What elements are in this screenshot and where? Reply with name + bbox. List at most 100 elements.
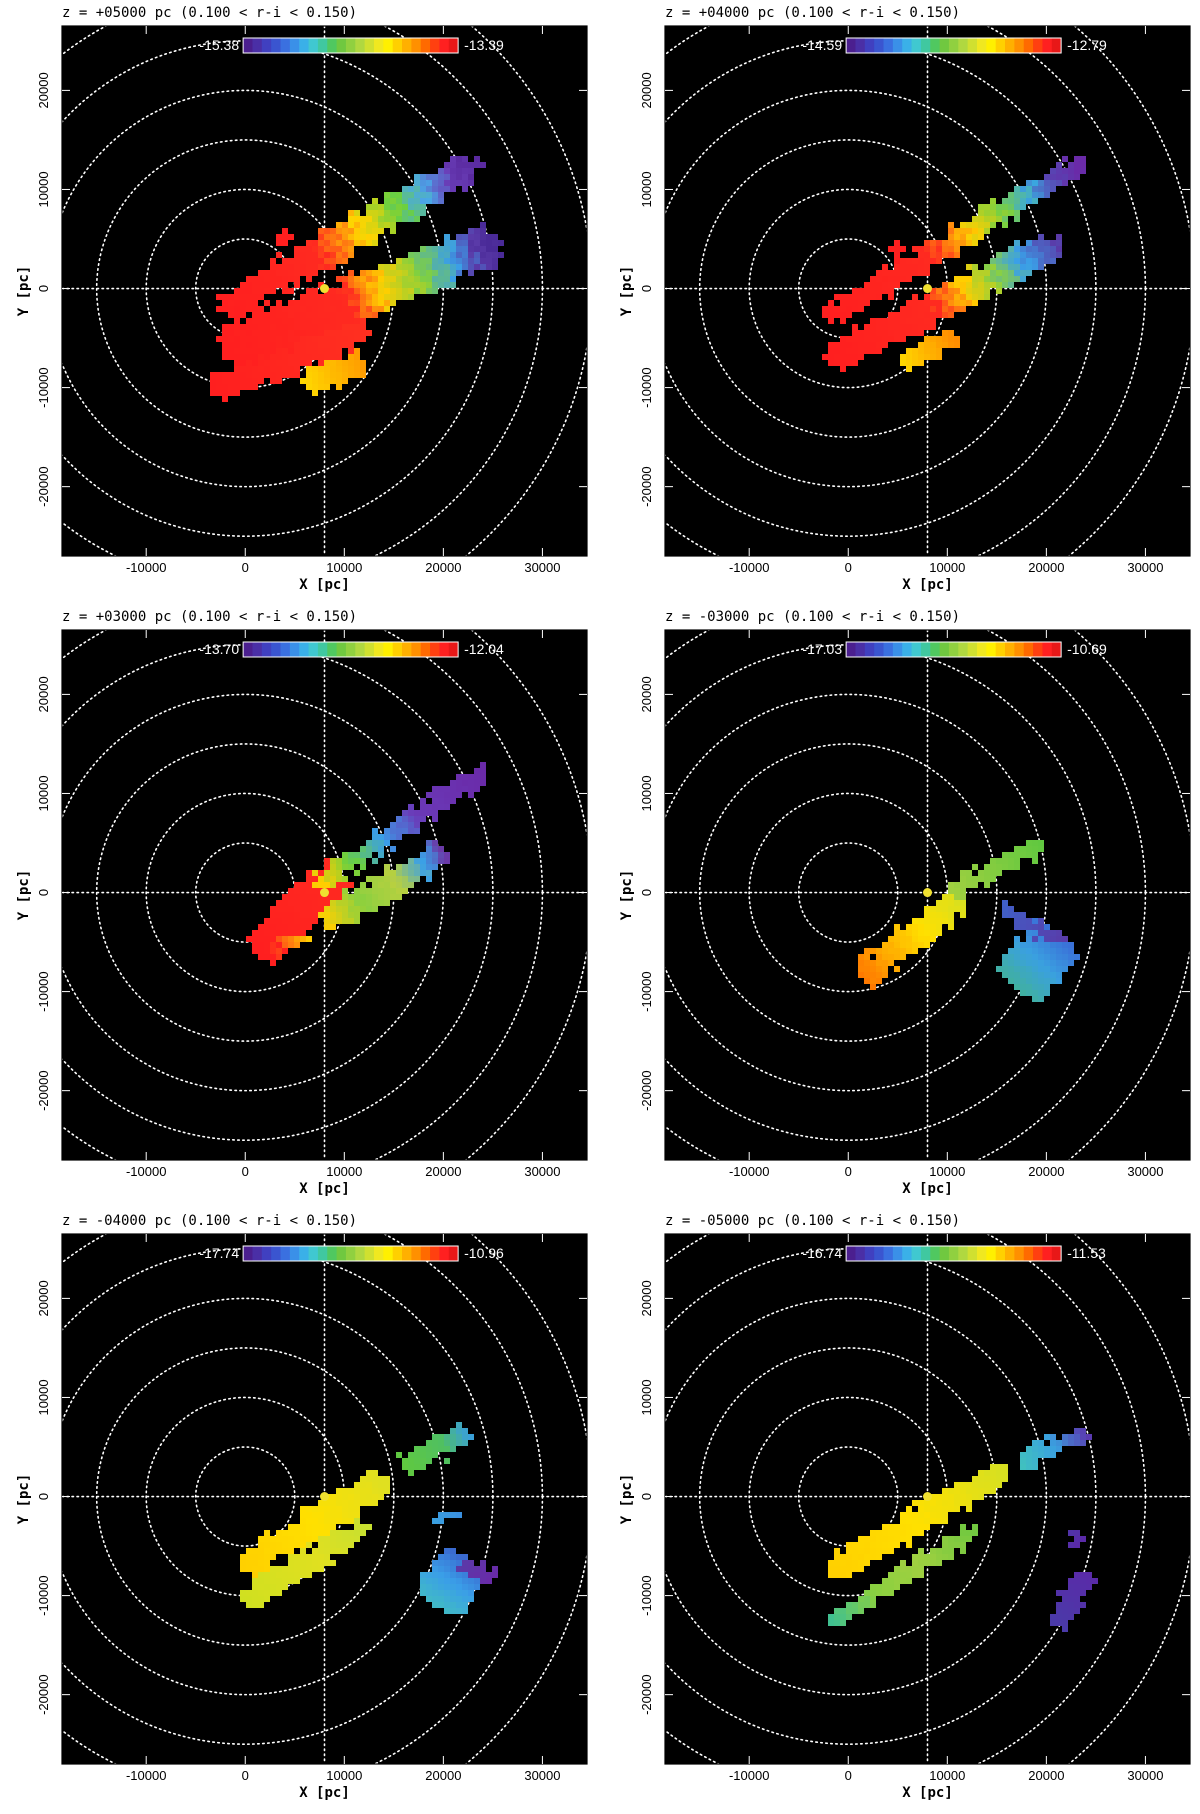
panel-6: -16.74 -11.53 -10000 0 10000 20000 30000 -20000… [619, 1213, 1191, 1801]
colorbar-swatch [336, 642, 347, 657]
colorbar-swatch [930, 1246, 941, 1261]
colorbar-swatch [383, 1246, 394, 1261]
colorbar-swatch [439, 38, 450, 53]
colorbar-swatch [855, 1246, 866, 1261]
density-region [1020, 1428, 1092, 1470]
x-tick-label: 10000 [326, 1164, 362, 1179]
colorbar-swatch [958, 38, 969, 53]
colorbar-swatch [327, 38, 338, 53]
colorbar-swatch [420, 38, 431, 53]
colorbar-swatch [874, 1246, 884, 1261]
colorbar-swatch [308, 642, 319, 657]
sun-marker [320, 888, 329, 898]
y-tick-label: -10000 [36, 1575, 51, 1615]
colorbar-swatch [883, 1246, 894, 1261]
plot-frame [664, 25, 1191, 557]
panel-1: -15.38 -13.39 -10000 0 10000 20000 30000 -20000… [16, 5, 588, 593]
colorbar-swatch [976, 1246, 987, 1261]
x-tick-label: 0 [845, 560, 852, 575]
colorbar-swatch [939, 642, 950, 657]
colorbar-swatch [364, 642, 375, 657]
x-tick-label: 0 [242, 560, 249, 575]
colorbar-swatch [967, 642, 978, 657]
colorbar-swatch [1014, 642, 1025, 657]
colorbar-max-label: -12.79 [1067, 37, 1107, 53]
x-tick-label: 0 [242, 1164, 249, 1179]
colorbar-swatch [976, 642, 987, 657]
panel-title: z = -03000 pc (0.100 < r-i < 0.150) [665, 609, 960, 625]
colorbar-swatch [355, 38, 366, 53]
colorbar-swatch [864, 1246, 875, 1261]
colorbar-swatch [308, 1246, 319, 1261]
colorbar-swatch [958, 1246, 969, 1261]
y-tick-label: 10000 [639, 775, 654, 811]
colorbar-swatch [855, 38, 866, 53]
x-tick-label: 0 [845, 1164, 852, 1179]
density-region [948, 840, 1044, 900]
colorbar-swatch [995, 1246, 1006, 1261]
distance-circle [748, 792, 949, 993]
x-tick-label: 10000 [929, 560, 965, 575]
colorbar-max-label: -11.53 [1067, 1245, 1106, 1261]
colorbar-swatch [911, 38, 922, 53]
panel-title: z = +04000 pc (0.100 < r-i < 0.150) [665, 5, 960, 21]
panel-title: z = +05000 pc (0.100 < r-i < 0.150) [62, 5, 357, 21]
colorbar-swatch [327, 1246, 338, 1261]
density-region [1002, 900, 1068, 942]
x-tick-label: 10000 [326, 1768, 362, 1783]
colorbar-swatch [846, 642, 856, 657]
density-region [318, 840, 450, 930]
colorbar-swatch [299, 642, 309, 657]
colorbar-swatch [986, 1246, 997, 1261]
colorbar-swatch [261, 38, 272, 53]
colorbar-swatch [243, 38, 253, 53]
x-axis-label: X [pc] [299, 1181, 350, 1197]
colorbar-swatch [1023, 38, 1034, 53]
y-tick-label: -10000 [36, 971, 51, 1011]
colorbar-swatch [411, 38, 422, 53]
sun-marker [923, 284, 932, 294]
colorbar-swatch [902, 1246, 912, 1261]
colorbar-swatch [1023, 642, 1034, 657]
colorbar-swatch [402, 38, 412, 53]
colorbar-swatch [373, 642, 384, 657]
colorbar-swatch [252, 38, 263, 53]
x-tick-label: -10000 [126, 1768, 166, 1783]
colorbar-swatch [289, 642, 300, 657]
y-tick-label: -20000 [36, 466, 51, 506]
y-tick-label: -20000 [639, 466, 654, 506]
colorbar-swatch [864, 642, 875, 657]
colorbar-swatch [364, 1246, 375, 1261]
y-tick-label: -10000 [639, 971, 654, 1011]
colorbar-swatch [1033, 642, 1043, 657]
density-region [456, 1560, 498, 1584]
colorbar-swatch [383, 642, 394, 657]
sun-marker [923, 888, 932, 898]
y-axis-label: Y [pc] [619, 1474, 635, 1525]
colorbar-swatch [345, 1246, 356, 1261]
colorbar-swatch [420, 642, 431, 657]
x-tick-label: 20000 [425, 1164, 461, 1179]
density-region [888, 240, 906, 264]
colorbar-swatch [986, 642, 997, 657]
colorbar-swatch [299, 38, 309, 53]
x-tick-label: -10000 [126, 1164, 166, 1179]
colorbar-swatch [243, 642, 253, 657]
colorbar-swatch [439, 1246, 450, 1261]
colorbar-swatch [308, 38, 319, 53]
y-tick-label: -20000 [36, 1070, 51, 1110]
y-axis-label: Y [pc] [619, 870, 635, 921]
density-region [210, 318, 372, 402]
density-region [822, 234, 1062, 372]
distance-circle [797, 842, 899, 943]
colorbar-swatch [411, 642, 422, 657]
colorbar-swatch [995, 38, 1006, 53]
colorbar-swatch [430, 38, 440, 53]
colorbar-swatch [967, 38, 978, 53]
density-region [240, 1518, 372, 1608]
colorbar-min-label: -17.74 [199, 1245, 239, 1261]
colorbar-swatch [1042, 38, 1053, 53]
colorbar-swatch [892, 642, 903, 657]
density-region [216, 222, 504, 366]
density-region [1050, 1572, 1098, 1632]
